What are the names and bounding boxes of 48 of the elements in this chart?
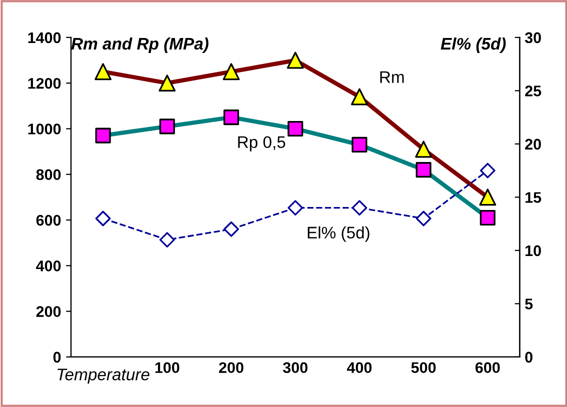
point: [480, 162, 496, 178]
y-tick-label: 0: [53, 352, 61, 363]
point: [286, 52, 304, 69]
point: [288, 200, 304, 216]
x-tick-label: 300: [282, 362, 308, 374]
y2-tick-label: 0: [525, 352, 532, 363]
point: [416, 162, 432, 178]
y2-tick-label: 15: [526, 192, 542, 203]
point: [224, 221, 239, 237]
point: [159, 232, 175, 248]
point: [479, 188, 496, 206]
point: [415, 140, 432, 158]
y-tick-label: 1000: [28, 124, 61, 134]
point: [159, 118, 175, 134]
y-tick-label: 600: [36, 214, 61, 226]
series-label: Rp 0,5: [238, 136, 286, 152]
series-label: El% (5d): [308, 226, 370, 242]
point: [480, 210, 496, 226]
x-tick-label: 100: [155, 362, 180, 374]
point: [352, 136, 368, 152]
x-tick-label: 600: [475, 362, 500, 374]
y-tick-label: 400: [36, 260, 61, 272]
x-tick-label: 500: [411, 362, 436, 374]
point: [95, 128, 111, 144]
y2-tick-label: 30: [524, 32, 541, 44]
point: [416, 210, 432, 226]
point: [95, 210, 111, 226]
point: [350, 88, 368, 106]
point: [288, 120, 304, 137]
point: [158, 74, 176, 92]
y-tick-label: 800: [36, 169, 61, 180]
y2-tick-label: 5: [525, 298, 533, 310]
point: [222, 63, 240, 80]
y-tick-label: 1200: [28, 78, 61, 89]
point: [223, 110, 240, 126]
point: [94, 63, 112, 80]
point: [352, 200, 368, 216]
y2-axis-title: El% (5d): [440, 37, 506, 53]
y-tick-label: 1400: [28, 32, 61, 44]
x-axis-title: Temperature: [58, 368, 150, 384]
y2-tick-label: 25: [525, 86, 542, 96]
x-tick-label: 200: [219, 362, 244, 374]
y-tick-label: 200: [36, 306, 61, 317]
y2-tick-label: 20: [525, 138, 541, 150]
x-tick-label: 400: [346, 362, 372, 374]
series-label: Rm: [380, 71, 404, 83]
y-axis-title: Rm and Rp (MPa): [71, 37, 208, 53]
y2-tick-label: 10: [526, 245, 541, 256]
